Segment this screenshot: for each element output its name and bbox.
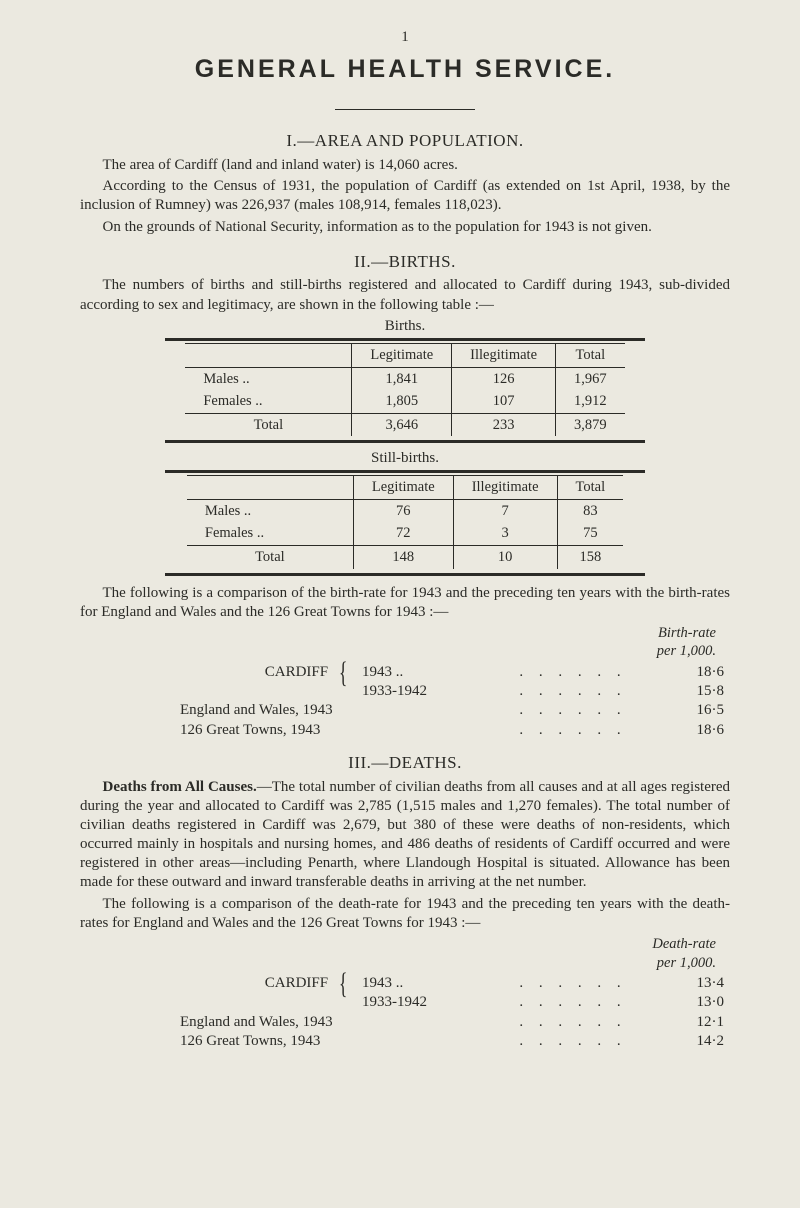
paragraph: The numbers of births and still-births r… xyxy=(80,276,730,314)
rate-label: 126 Great Towns, 1943 xyxy=(80,1032,488,1051)
death-rate-list: CARDIFF { 1943 .. . . . . . . 13·4 1933-… xyxy=(80,974,730,1051)
paragraph: Deaths from All Causes.—The total number… xyxy=(80,778,730,893)
table-cell: Total xyxy=(187,546,354,569)
table-cell: 83 xyxy=(557,499,623,522)
table-cell: 72 xyxy=(353,522,453,545)
title-rule xyxy=(335,109,475,110)
rate-label: 126 Great Towns, 1943 xyxy=(80,721,488,740)
leader-dots: . . . . . . xyxy=(488,993,658,1012)
rate-label: England and Wales, 1943 xyxy=(80,701,488,720)
rate-sublabel: 1943 .. xyxy=(356,974,488,993)
paragraph: The following is a comparison of the dea… xyxy=(80,895,730,933)
rate-value: 18·6 xyxy=(658,721,730,740)
leader-dots: . . . . . . xyxy=(488,701,658,720)
rate-label: CARDIFF { xyxy=(80,663,356,701)
paragraph: According to the Census of 1931, the pop… xyxy=(80,177,730,215)
table-caption: Births. xyxy=(80,317,730,336)
table-cell: 1,967 xyxy=(556,367,625,390)
table-cell: 158 xyxy=(557,546,623,569)
table-header: Illegitimate xyxy=(453,476,557,500)
rate-heading: per 1,000. xyxy=(80,954,730,973)
leader-dots: . . . . . . xyxy=(488,1032,658,1051)
paragraph: The area of Cardiff (land and inland wat… xyxy=(80,156,730,175)
rate-value: 16·5 xyxy=(658,701,730,720)
leader-dots: . . . . . . xyxy=(488,974,658,993)
table-cell: 75 xyxy=(557,522,623,545)
births-table: Legitimate Illegitimate Total Males .. 1… xyxy=(185,343,624,436)
table-header: Total xyxy=(557,476,623,500)
rate-label: England and Wales, 1943 xyxy=(80,1013,488,1032)
rate-value: 13·4 xyxy=(658,974,730,993)
table-cell: Females .. xyxy=(187,522,354,545)
brace-icon: { xyxy=(338,977,347,991)
leader-dots: . . . . . . xyxy=(488,663,658,682)
rate-heading: Birth-rate xyxy=(80,624,730,643)
rate-value: 14·2 xyxy=(658,1032,730,1051)
stillbirths-table-wrap: Legitimate Illegitimate Total Males .. 7… xyxy=(165,470,645,575)
section-2-heading: II.—BIRTHS. xyxy=(80,251,730,273)
document-page: 1 GENERAL HEALTH SERVICE. I.—AREA AND PO… xyxy=(0,0,800,1208)
stillbirths-table: Legitimate Illegitimate Total Males .. 7… xyxy=(187,475,623,568)
rate-heading: Death-rate xyxy=(80,935,730,954)
rate-sublabel: 1933-1942 xyxy=(356,993,488,1012)
table-cell: 1,805 xyxy=(352,390,452,413)
section-3-heading: III.—DEATHS. xyxy=(80,752,730,774)
table-header: Illegitimate xyxy=(452,344,556,368)
table-cell: 107 xyxy=(452,390,556,413)
rate-value: 12·1 xyxy=(658,1013,730,1032)
births-table-wrap: Legitimate Illegitimate Total Males .. 1… xyxy=(165,338,645,443)
paragraph: On the grounds of National Security, inf… xyxy=(80,218,730,237)
leader-dots: . . . . . . xyxy=(488,721,658,740)
table-caption: Still-births. xyxy=(80,449,730,468)
page-title: GENERAL HEALTH SERVICE. xyxy=(80,53,730,85)
table-cell: 1,912 xyxy=(556,390,625,413)
table-header: Total xyxy=(556,344,625,368)
table-cell: 126 xyxy=(452,367,556,390)
rate-value: 15·8 xyxy=(658,682,730,701)
table-header xyxy=(187,476,354,500)
table-header: Legitimate xyxy=(352,344,452,368)
table-cell: Males .. xyxy=(185,367,352,390)
table-cell: 3,879 xyxy=(556,413,625,436)
rate-heading: per 1,000. xyxy=(80,642,730,661)
table-cell: 3 xyxy=(453,522,557,545)
paragraph: The following is a comparison of the bir… xyxy=(80,584,730,622)
table-cell: Females .. xyxy=(185,390,352,413)
table-cell: 7 xyxy=(453,499,557,522)
rate-sublabel: 1943 .. xyxy=(356,663,488,682)
table-cell: Males .. xyxy=(187,499,354,522)
section-1-heading: I.—AREA AND POPULATION. xyxy=(80,130,730,152)
table-cell: 76 xyxy=(353,499,453,522)
birth-rate-list: CARDIFF { 1943 .. . . . . . . 18·6 1933-… xyxy=(80,663,730,740)
table-cell: 148 xyxy=(353,546,453,569)
brace-icon: { xyxy=(338,666,347,680)
table-header xyxy=(185,344,352,368)
rate-value: 18·6 xyxy=(658,663,730,682)
leader-dots: . . . . . . xyxy=(488,682,658,701)
table-cell: 1,841 xyxy=(352,367,452,390)
run-in-heading: Deaths from All Causes. xyxy=(103,779,257,795)
page-number: 1 xyxy=(80,28,730,47)
rate-sublabel: 1933-1942 xyxy=(356,682,488,701)
table-cell: 10 xyxy=(453,546,557,569)
table-cell: 3,646 xyxy=(352,413,452,436)
table-cell: Total xyxy=(185,413,352,436)
table-header: Legitimate xyxy=(353,476,453,500)
rate-label: CARDIFF { xyxy=(80,974,356,1012)
rate-value: 13·0 xyxy=(658,993,730,1012)
table-cell: 233 xyxy=(452,413,556,436)
leader-dots: . . . . . . xyxy=(488,1013,658,1032)
